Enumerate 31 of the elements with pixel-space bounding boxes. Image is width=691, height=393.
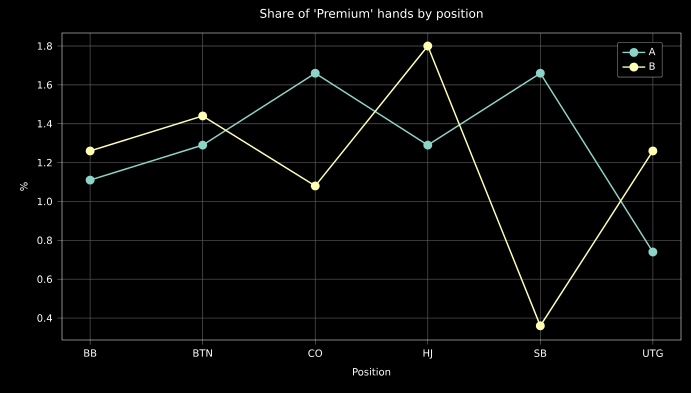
x-tick-label: UTG <box>643 349 663 357</box>
x-axis-title: Position <box>353 368 390 376</box>
legend-label: A <box>648 48 656 56</box>
y-tick-label: 0.8 <box>37 236 52 244</box>
point <box>423 42 432 50</box>
x-tick-label: SB <box>534 349 546 357</box>
y-tick-label: 1.6 <box>38 81 52 89</box>
x-tick-label: BTN <box>193 349 212 357</box>
point <box>423 140 432 150</box>
y-tick-label: 0.4 <box>37 314 52 322</box>
point <box>86 176 95 185</box>
point <box>310 181 320 190</box>
point <box>536 321 545 330</box>
x-tick-label: HJ <box>424 349 432 359</box>
chart-title: Share of 'Premium' hands by position <box>260 8 482 20</box>
y-tick-label: 1.0 <box>38 198 52 206</box>
point <box>198 140 208 150</box>
legend-label: B <box>650 62 655 70</box>
point <box>648 146 658 156</box>
y-tick-label: 1.2 <box>38 158 52 166</box>
point <box>198 111 208 120</box>
point <box>536 68 545 78</box>
y-tick-label: 0.6 <box>37 275 52 283</box>
point <box>310 68 320 78</box>
x-tick-label: CO <box>308 349 322 357</box>
y-tick-label: 1.4 <box>38 120 52 128</box>
point <box>86 146 95 156</box>
y-tick-label: 1.8 <box>38 42 52 50</box>
x-tick-label: BB <box>84 349 96 357</box>
point <box>648 248 658 256</box>
y-axis-title: % <box>20 182 28 191</box>
